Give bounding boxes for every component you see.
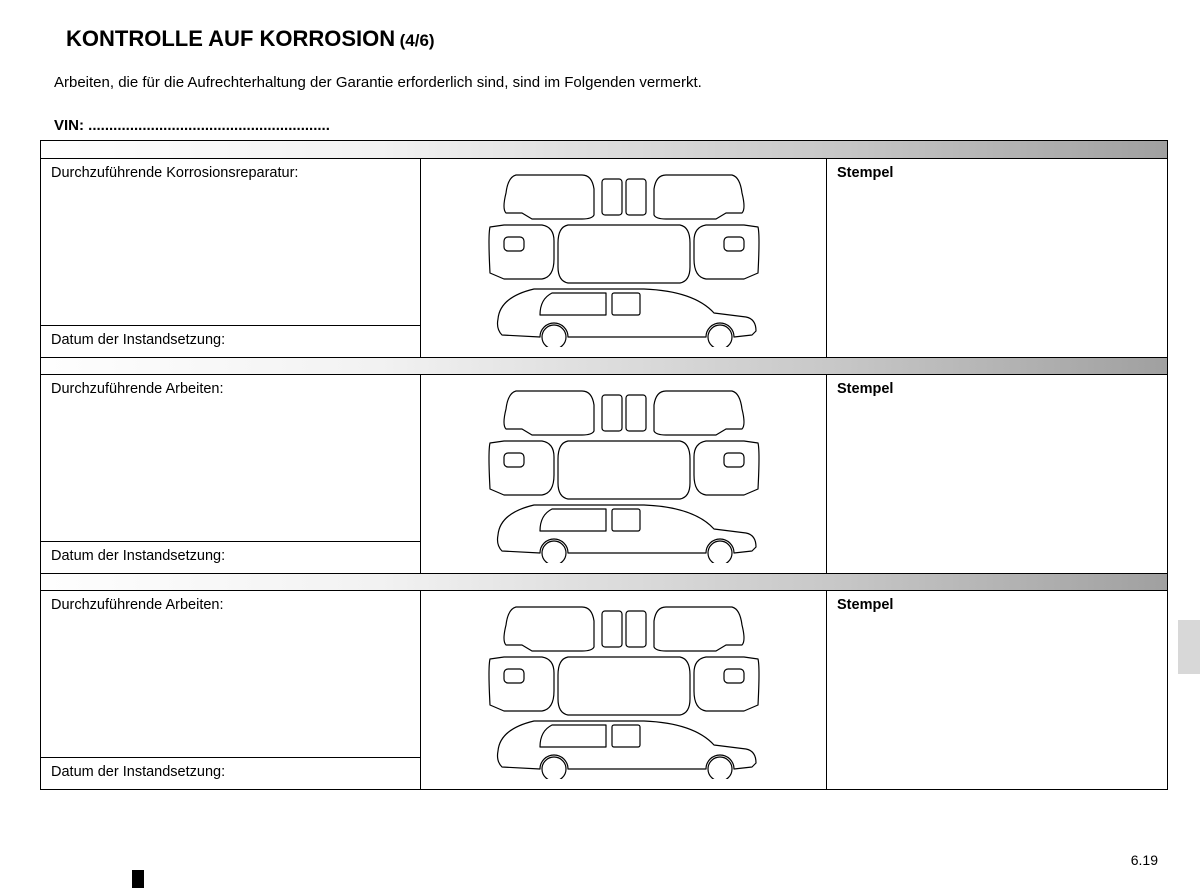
- entry-left-column: Durchzuführende Arbeiten: Datum der Inst…: [41, 375, 421, 573]
- document-page: KONTROLLE AUF KORROSION (4/6) Arbeiten, …: [0, 0, 1200, 810]
- inspection-table: Durchzuführende Korrosionsreparatur: Dat…: [40, 140, 1168, 790]
- date-label: Datum der Instandsetzung:: [41, 757, 420, 789]
- car-body-diagram-icon: [474, 601, 774, 779]
- separator-bar: [41, 357, 1167, 375]
- page-title: KONTROLLE AUF KORROSION: [66, 26, 395, 51]
- page-number: 6.19: [1131, 852, 1158, 868]
- stamp-label: Stempel: [827, 591, 1167, 789]
- footer-crop-mark: [132, 870, 144, 888]
- work-label: Durchzuführende Arbeiten:: [41, 375, 420, 541]
- entry-diagram-column: [421, 159, 827, 357]
- entry-left-column: Durchzuführende Korrosionsreparatur: Dat…: [41, 159, 421, 357]
- stamp-label: Stempel: [827, 159, 1167, 357]
- date-label: Datum der Instandsetzung:: [41, 541, 420, 573]
- work-label: Durchzuführende Arbeiten:: [41, 591, 420, 757]
- page-title-row: KONTROLLE AUF KORROSION (4/6): [66, 26, 1168, 52]
- car-body-diagram-icon: [474, 385, 774, 563]
- inspection-entry: Durchzuführende Arbeiten: Datum der Inst…: [41, 591, 1167, 789]
- page-subtitle: Arbeiten, die für die Aufrechterhaltung …: [54, 74, 1168, 91]
- work-label: Durchzuführende Korrosionsreparatur:: [41, 159, 420, 325]
- entry-diagram-column: [421, 591, 827, 789]
- date-label: Datum der Instandsetzung:: [41, 325, 420, 357]
- inspection-entry: Durchzuführende Arbeiten: Datum der Inst…: [41, 375, 1167, 573]
- entry-left-column: Durchzuführende Arbeiten: Datum der Inst…: [41, 591, 421, 789]
- vin-field-label: VIN: ...................................…: [54, 117, 1168, 134]
- entry-diagram-column: [421, 375, 827, 573]
- side-tab-marker: [1178, 620, 1200, 674]
- separator-bar: [41, 573, 1167, 591]
- separator-bar: [41, 141, 1167, 159]
- page-title-suffix: (4/6): [400, 31, 435, 50]
- car-body-diagram-icon: [474, 169, 774, 347]
- inspection-entry: Durchzuführende Korrosionsreparatur: Dat…: [41, 159, 1167, 357]
- stamp-label: Stempel: [827, 375, 1167, 573]
